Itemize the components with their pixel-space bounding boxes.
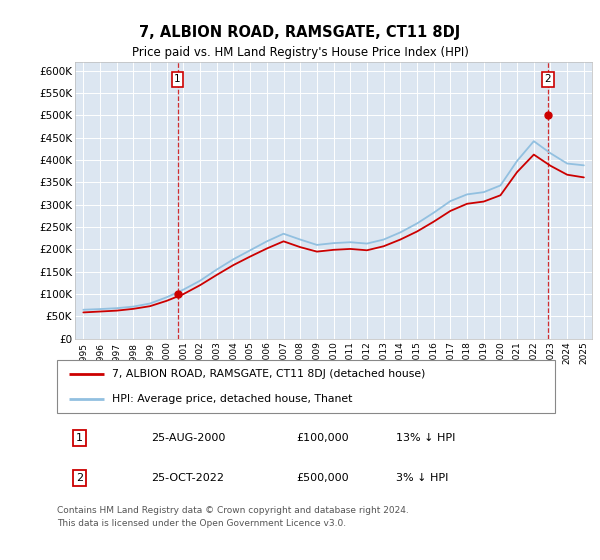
Text: 7, ALBION ROAD, RAMSGATE, CT11 8DJ: 7, ALBION ROAD, RAMSGATE, CT11 8DJ [139,25,461,40]
Text: 2: 2 [544,74,551,85]
Text: 25-OCT-2022: 25-OCT-2022 [152,473,224,483]
Text: 1: 1 [76,433,83,443]
Text: 13% ↓ HPI: 13% ↓ HPI [395,433,455,443]
Text: 2: 2 [76,473,83,483]
Text: 3% ↓ HPI: 3% ↓ HPI [395,473,448,483]
Text: £100,000: £100,000 [296,433,349,443]
Text: Price paid vs. HM Land Registry's House Price Index (HPI): Price paid vs. HM Land Registry's House … [131,46,469,59]
Text: £500,000: £500,000 [296,473,349,483]
FancyBboxPatch shape [57,360,555,413]
Text: Contains HM Land Registry data © Crown copyright and database right 2024.
This d: Contains HM Land Registry data © Crown c… [57,506,409,528]
Text: 7, ALBION ROAD, RAMSGATE, CT11 8DJ (detached house): 7, ALBION ROAD, RAMSGATE, CT11 8DJ (deta… [112,370,425,380]
Text: HPI: Average price, detached house, Thanet: HPI: Average price, detached house, Than… [112,394,352,404]
Text: 1: 1 [174,74,181,85]
Text: 25-AUG-2000: 25-AUG-2000 [152,433,226,443]
